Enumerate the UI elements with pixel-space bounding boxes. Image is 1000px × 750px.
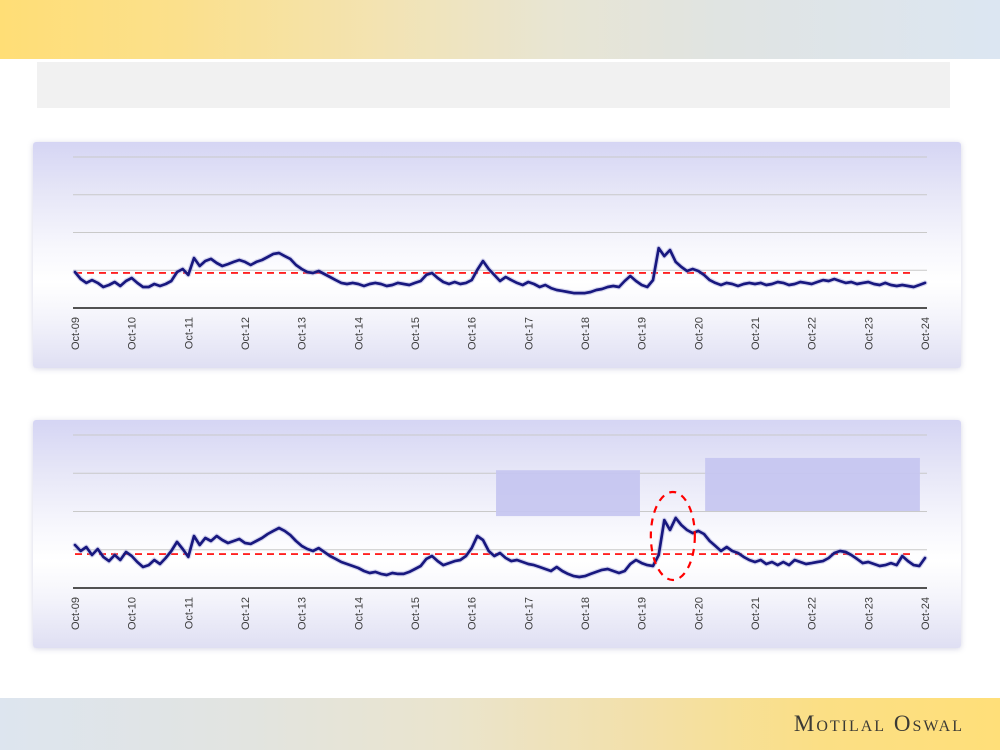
top-accent-bar — [0, 0, 1000, 59]
chart-panel-top: Oct-09 Oct-10 Oct-11 Oct-12 Oct-13 Oct-14 Oct-… — [33, 142, 961, 368]
x-axis-label: Oct-15 — [410, 317, 422, 350]
x-axis-label: Oct-22 — [807, 317, 819, 350]
x-axis-label: Oct-10 — [127, 597, 139, 630]
x-axis-label: Oct-13 — [297, 317, 309, 350]
x-axis-label: Oct-21 — [750, 317, 762, 350]
x-axis-label: Oct-20 — [693, 317, 705, 350]
highlight-box — [496, 470, 640, 517]
x-axis-label: Oct-19 — [637, 317, 649, 350]
chart-panel-bottom: Oct-09 Oct-10 Oct-11 Oct-12 Oct-13 Oct-14 Oct-… — [33, 420, 961, 648]
x-axis-label: Oct-22 — [807, 597, 819, 630]
x-axis-label: Oct-14 — [353, 597, 365, 630]
x-axis-label: Oct-09 — [70, 597, 82, 630]
series-line — [73, 246, 927, 295]
x-axis-label: Oct-12 — [240, 597, 252, 630]
x-axis-label: Oct-14 — [353, 317, 365, 350]
x-axis-label: Oct-18 — [580, 317, 592, 350]
x-axis-label: Oct-21 — [750, 597, 762, 630]
line-chart-top: Oct-09 Oct-10 Oct-11 Oct-12 Oct-13 Oct-14 Oct-… — [70, 156, 932, 350]
series-line — [73, 516, 927, 579]
line-chart-bottom: Oct-09 Oct-10 Oct-11 Oct-12 Oct-13 Oct-14 Oct-… — [70, 434, 932, 630]
spike-ellipse — [649, 490, 696, 582]
highlight-box — [705, 457, 920, 512]
x-axis-label: Oct-17 — [523, 317, 535, 350]
x-axis-label: Oct-09 — [70, 317, 82, 350]
x-axis-label: Oct-23 — [863, 317, 875, 350]
x-axis-label: Oct-17 — [523, 597, 535, 630]
x-axis-label: Oct-11 — [183, 317, 195, 349]
x-axis-label: Oct-11 — [183, 597, 195, 629]
x-axis-label: Oct-13 — [297, 597, 309, 630]
x-axis-label: Oct-24 — [920, 597, 932, 630]
x-axis-label: Oct-18 — [580, 597, 592, 630]
x-axis-label: Oct-19 — [637, 597, 649, 630]
x-axis-label: Oct-10 — [127, 317, 139, 350]
slide-title-placeholder — [37, 62, 950, 108]
x-axis-label: Oct-20 — [693, 597, 705, 630]
x-axis-label: Oct-24 — [920, 317, 932, 350]
series-line-halo — [72, 515, 928, 580]
x-axis-label: Oct-15 — [410, 597, 422, 630]
x-axis-label: Oct-12 — [240, 317, 252, 350]
x-axis-label: Oct-16 — [467, 597, 479, 630]
bottom-accent-bar: Motilal Oswal — [0, 698, 1000, 750]
motilal-oswal-logo: Motilal Oswal — [793, 711, 964, 736]
x-axis-label: Oct-16 — [467, 317, 479, 350]
x-axis-label: Oct-23 — [863, 597, 875, 630]
